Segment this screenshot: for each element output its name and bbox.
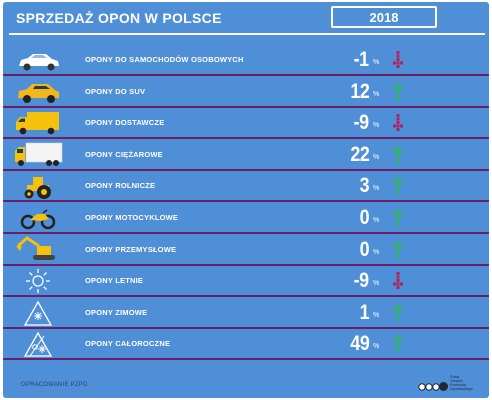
- category-label: OPONY PRZEMYSŁOWE: [85, 244, 177, 254]
- trend-up-icon: [391, 82, 405, 101]
- category-row: OPONY ZIMOWE 1%: [3, 298, 489, 329]
- change-value: 1: [359, 300, 369, 324]
- row-divider: [3, 137, 489, 140]
- percent-unit: %: [373, 248, 380, 256]
- row-divider: [3, 326, 489, 329]
- trend-down-icon: [391, 114, 405, 132]
- category-row: OPONY PRZEMYSŁOWE 0%: [3, 235, 489, 266]
- change-value: 12: [349, 79, 369, 103]
- percent-unit: %: [373, 280, 380, 288]
- category-label: OPONY MOTOCYKLOWE: [85, 213, 179, 222]
- percent-unit: %: [373, 153, 380, 161]
- percent-unit: %: [373, 185, 380, 193]
- year-box: 2018: [331, 6, 437, 28]
- change-value: 0: [359, 206, 369, 229]
- van-icon: [13, 109, 63, 137]
- category-row: OPONY DOSTAWCZE -9%: [3, 108, 489, 139]
- page-title: SPRZEDAŻ OPON W POLSCE: [16, 10, 222, 26]
- row-divider: [3, 168, 489, 171]
- category-label: OPONY DO SUV: [85, 86, 146, 96]
- row-divider: [3, 200, 489, 203]
- change-value: -1: [353, 48, 369, 71]
- excavator-icon: [13, 235, 63, 264]
- percent-unit: %: [373, 311, 380, 319]
- all-season-icon: [13, 330, 63, 358]
- change-value: 0: [359, 237, 369, 261]
- tractor-icon: [13, 172, 63, 200]
- category-label: OPONY CIĘŻAROWE: [85, 149, 163, 159]
- category-row: OPONY DO SUV 12%: [3, 77, 489, 108]
- sun-icon: [13, 267, 63, 295]
- change-value: 3: [359, 174, 369, 198]
- year-label: 2018: [369, 10, 399, 25]
- row-divider: [3, 358, 489, 361]
- logo-text: Polski Związek Przemysłu Oponiarskiego: [450, 375, 473, 391]
- category-row: OPONY CAŁOROCZNE 49%: [3, 329, 489, 360]
- category-row: OPONY DO SAMOCHODÓW OSOBOWYCH -1%: [3, 45, 489, 76]
- truck-icon: [13, 141, 63, 169]
- logo-text-line: Związek: [450, 379, 463, 383]
- trend-up-icon: [391, 209, 405, 227]
- trend-up-icon: [391, 145, 405, 164]
- logo-text-line: Polski: [450, 375, 460, 379]
- change-value: 22: [349, 142, 369, 166]
- category-label: OPONY LETNIE: [85, 276, 144, 286]
- trend-up-icon: [391, 335, 405, 353]
- trend-up-icon: [391, 177, 405, 195]
- infographic-panel: SPRZEDAŻ OPON W POLSCE 2018 OPONY DO SAM…: [3, 2, 489, 398]
- percent-unit: %: [373, 217, 380, 224]
- percent-unit: %: [373, 343, 380, 351]
- category-label: OPONY CAŁOROCZNE: [85, 339, 171, 349]
- logo-text-line: Przemysłu: [450, 383, 467, 387]
- row-divider: [3, 74, 489, 76]
- category-row: OPONY MOTOCYKLOWE 0%: [3, 203, 489, 234]
- percent-unit: %: [373, 90, 380, 98]
- percent-unit: %: [373, 122, 380, 130]
- header-divider: [9, 33, 485, 35]
- suv-icon: [13, 78, 63, 106]
- trend-down-icon: [391, 51, 405, 69]
- trend-up-icon: [391, 303, 405, 322]
- percent-unit: %: [373, 59, 380, 66]
- motorcycle-icon: [13, 204, 63, 232]
- category-row: OPONY CIĘŻAROWE 22%: [3, 140, 489, 171]
- trend-down-icon: [391, 272, 405, 290]
- category-label: OPONY ROLNICZE: [85, 181, 156, 191]
- trend-up-icon: [391, 240, 405, 259]
- pzpo-logo-icon: [418, 382, 448, 391]
- row-divider: [3, 263, 489, 266]
- category-row: OPONY ROLNICZE 3%: [3, 171, 489, 202]
- category-label: OPONY DO SAMOCHODÓW OSOBOWYCH: [85, 55, 244, 64]
- change-value: -9: [353, 111, 369, 135]
- snow-mountain-icon: [13, 299, 63, 327]
- row-divider: [3, 105, 489, 108]
- source-note: OPRACOWANIE PZPO: [21, 382, 88, 388]
- logo-text-line: Oponiarskiego: [450, 387, 473, 391]
- category-label: OPONY ZIMOWE: [85, 307, 148, 317]
- row-divider: [3, 295, 489, 298]
- category-row: OPONY LETNIE -9%: [3, 266, 489, 297]
- row-divider: [3, 232, 489, 234]
- category-label: OPONY DOSTAWCZE: [85, 118, 165, 128]
- change-value: 49: [349, 332, 369, 356]
- car-icon: [13, 46, 63, 74]
- change-value: -9: [353, 269, 369, 293]
- header: SPRZEDAŻ OPON W POLSCE 2018: [3, 2, 489, 32]
